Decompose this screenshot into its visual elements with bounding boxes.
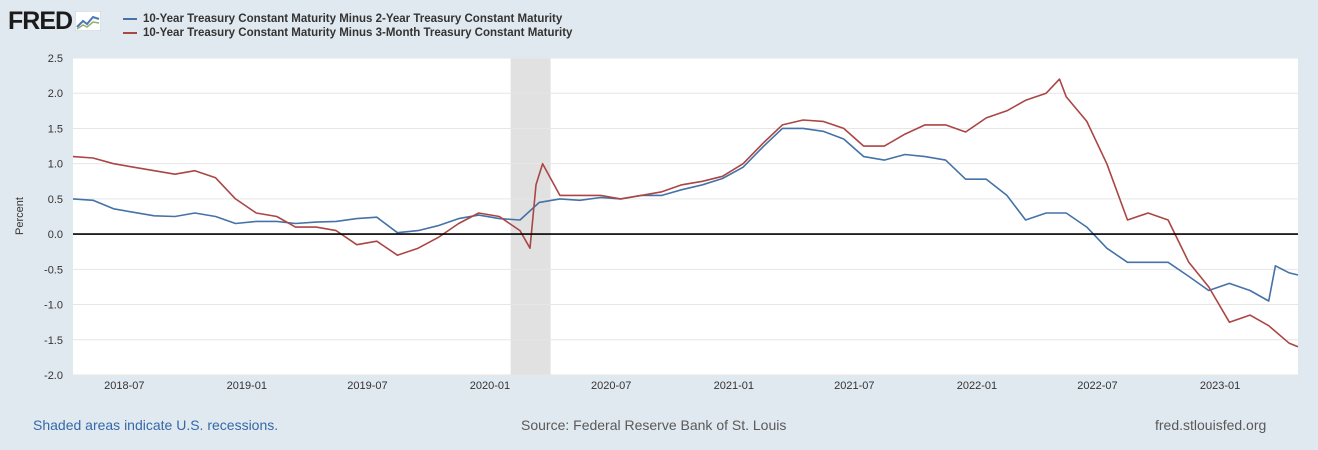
legend-swatch-blue [123, 18, 137, 20]
x-tick-label: 2021-07 [834, 380, 874, 392]
legend-item-10y-2y[interactable]: 10-Year Treasury Constant Maturity Minus… [123, 12, 572, 26]
line-chart: -2.0 -1.5 -1.0 -0.5 0.0 0.5 1.0 1.5 2.0 2.5 2018-… [14, 53, 1299, 392]
series-line-1[interactable] [72, 78, 1299, 348]
y-tick-label: -1.5 [44, 335, 63, 347]
x-tick-label: 2022-01 [957, 380, 997, 392]
x-tick-label: 2023-01 [1200, 380, 1240, 392]
x-tick-label: 2020-01 [470, 380, 510, 392]
plot-area [73, 58, 1298, 375]
recession-band-0 [510, 58, 551, 375]
chart-legend: 10-Year Treasury Constant Maturity Minus… [123, 12, 572, 40]
legend-label-10y-2y: 10-Year Treasury Constant Maturity Minus… [143, 13, 563, 25]
line-chart-icon [75, 11, 102, 31]
recession-shading-layer [510, 58, 551, 375]
x-tick-label: 2019-07 [347, 380, 387, 392]
legend-label-10y-3m: 10-Year Treasury Constant Maturity Minus… [143, 27, 573, 39]
fred-logo-text: FRED [8, 6, 73, 35]
x-tick-label: 2019-01 [227, 380, 267, 392]
y-tick-label: 2.5 [48, 53, 63, 65]
y-tick-label: -2.0 [44, 370, 63, 382]
recession-note: Shaded areas indicate U.S. recessions. [33, 417, 279, 433]
y-axis-ticks: -2.0 -1.5 -1.0 -0.5 0.0 0.5 1.0 1.5 2.0 2.5 [44, 53, 63, 382]
legend-swatch-red [123, 32, 137, 34]
fred-logo[interactable]: FRED [8, 6, 102, 36]
y-tick-label: -1.0 [44, 300, 63, 312]
series-layer [72, 78, 1299, 348]
legend-item-10y-3m[interactable]: 10-Year Treasury Constant Maturity Minus… [123, 26, 572, 40]
y-axis-title: Percent [14, 197, 26, 235]
y-tick-label: 0.5 [48, 194, 63, 206]
y-tick-label: 0.0 [48, 229, 63, 241]
site-link[interactable]: fred.stlouisfed.org [1155, 417, 1267, 433]
series-line-0[interactable] [72, 127, 1299, 302]
x-tick-label: 2018-07 [104, 380, 144, 392]
y-tick-label: 1.5 [48, 123, 63, 135]
grid-layer [73, 57, 1298, 376]
y-tick-label: -0.5 [44, 264, 63, 276]
x-axis-ticks: 2018-07 2019-01 2019-07 2020-01 2020-07 2021-… [104, 380, 1240, 392]
x-tick-label: 2020-07 [591, 380, 631, 392]
y-tick-label: 2.0 [48, 88, 63, 100]
x-tick-label: 2022-07 [1077, 380, 1117, 392]
x-tick-label: 2021-01 [714, 380, 754, 392]
source-note: Source: Federal Reserve Bank of St. Loui… [521, 417, 787, 433]
chart-header: FRED 10-Year Treasury Constant Maturity … [0, 0, 1318, 50]
y-tick-label: 1.0 [48, 159, 63, 171]
